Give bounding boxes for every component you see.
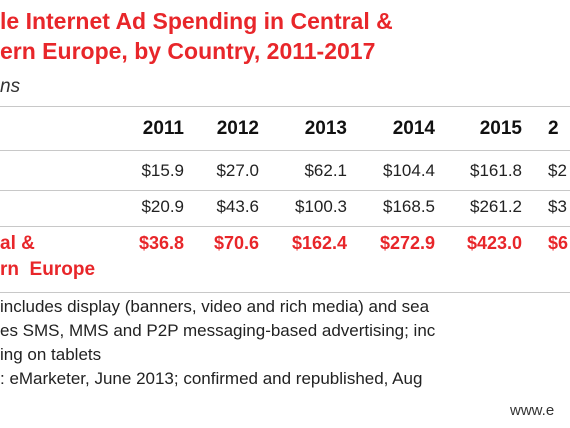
rule bbox=[0, 150, 570, 151]
cell: $2 bbox=[548, 161, 567, 180]
column-header: 2012 bbox=[216, 118, 259, 139]
cell: $104.4 bbox=[383, 161, 435, 180]
column-header: 2014 bbox=[392, 118, 435, 139]
column-header: 2 bbox=[548, 118, 559, 139]
footer: www.e bbox=[510, 402, 555, 419]
note: es SMS, MMS and P2P messaging-based adve… bbox=[0, 321, 436, 340]
cell: $62.1 bbox=[304, 161, 347, 180]
title-line: le Internet Ad Spending in Central & bbox=[0, 8, 393, 34]
note: includes display (banners, video and ric… bbox=[0, 297, 430, 316]
total-cell: $6 bbox=[548, 233, 569, 253]
note: ing on tablets bbox=[0, 345, 102, 364]
total-cell: $272.9 bbox=[379, 233, 435, 253]
rule bbox=[0, 190, 570, 191]
cell: $15.9 bbox=[141, 161, 184, 180]
rule bbox=[0, 106, 570, 107]
title-line: ern Europe, by Country, 2011-2017 bbox=[0, 38, 376, 64]
cell: $43.6 bbox=[216, 197, 259, 216]
rule bbox=[0, 226, 570, 227]
column-header: 2013 bbox=[304, 118, 347, 139]
total-cell: $70.6 bbox=[213, 233, 259, 253]
rule bbox=[0, 292, 570, 293]
total-cell: $36.8 bbox=[138, 233, 184, 253]
cell: $168.5 bbox=[383, 197, 435, 216]
cell: $261.2 bbox=[470, 197, 522, 216]
cell: $161.8 bbox=[470, 161, 522, 180]
note: : eMarketer, June 2013; confirmed and re… bbox=[0, 369, 423, 388]
total-cell: $423.0 bbox=[466, 233, 522, 253]
total-cell: $162.4 bbox=[291, 233, 347, 253]
row-label: al & bbox=[0, 233, 35, 254]
cell: $3 bbox=[548, 197, 567, 216]
subtitle: ns bbox=[0, 76, 21, 97]
cell: $27.0 bbox=[216, 161, 259, 180]
row-label: rn Europe bbox=[0, 259, 96, 280]
cell: $20.9 bbox=[141, 197, 184, 216]
cell: $100.3 bbox=[295, 197, 347, 216]
column-header: 2015 bbox=[479, 118, 522, 139]
column-header: 2011 bbox=[142, 118, 184, 139]
